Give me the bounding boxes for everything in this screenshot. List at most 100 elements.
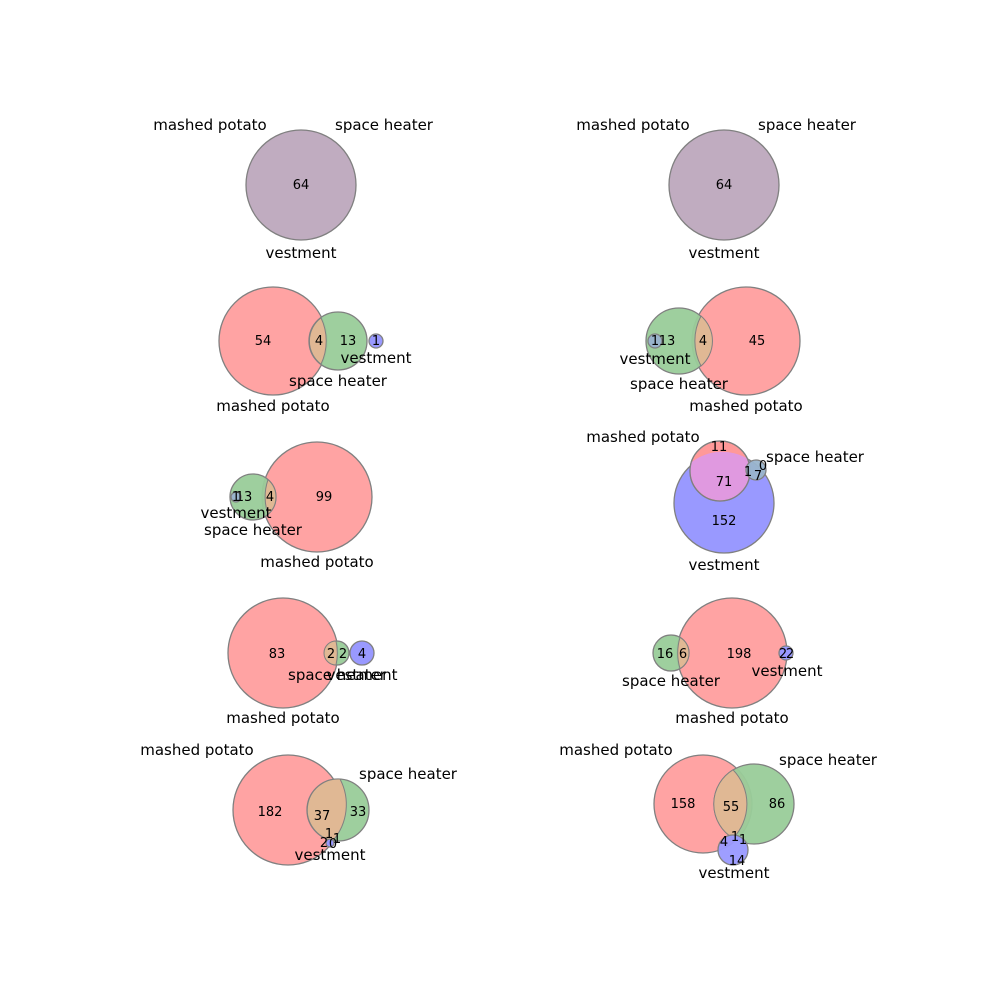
- overlap-mashed-potato-space-heater: [264, 478, 277, 516]
- region-label-v-only: 4: [358, 647, 366, 662]
- set-label-vestment: vestment: [698, 864, 769, 882]
- set-label-vestment: vestment: [688, 556, 759, 574]
- set-label-vestment: vestment: [619, 350, 690, 368]
- set-label-mashed-potato: mashed potato: [586, 428, 699, 446]
- circle-vestment: [717, 834, 749, 866]
- set-label-vestment: vestment: [326, 666, 397, 684]
- region-label-v-only: 2: [786, 647, 794, 662]
- region-label-mp-only: 11: [711, 440, 728, 455]
- region-label-mp-v: 4: [720, 835, 728, 850]
- region-label-mp-sh-v: 1: [744, 465, 752, 480]
- set-label-vestment: vestment: [265, 244, 336, 262]
- set-label-space-heater: space heater: [204, 521, 303, 539]
- venn-diagram-3: 54 4 13 1 vestment space heater mashed p…: [216, 286, 412, 415]
- region-label-mp-v: 2: [320, 836, 328, 851]
- region-label-sh-v: 1: [333, 832, 341, 847]
- region-label-mp-sh: 37: [314, 809, 331, 824]
- set-label-vestment: vestment: [294, 846, 365, 864]
- region-label-v-only: 14: [729, 854, 746, 869]
- set-label-mashed-potato: mashed potato: [576, 116, 689, 134]
- set-label-vestment: vestment: [751, 662, 822, 680]
- region-label-all: 64: [293, 178, 310, 193]
- region-label-mp-only: 83: [269, 647, 286, 662]
- region-label-mp-v: 71: [716, 475, 733, 490]
- set-label-space-heater: space heater: [359, 765, 458, 783]
- region-label-v-only: 0: [329, 837, 337, 852]
- region-label-mp-sh: 2: [327, 647, 335, 662]
- set-label-space-heater: space heater: [758, 116, 857, 134]
- venn-diagram-6: 11 0 1 7 71 152 mashed potato space heat…: [586, 428, 865, 574]
- set-label-vestment: vestment: [200, 504, 271, 522]
- set-label-mashed-potato: mashed potato: [226, 709, 339, 727]
- region-label-mp-sh: 4: [266, 490, 274, 505]
- venn-diagram-5: 1 13 4 99 vestment space heater mashed p…: [200, 441, 374, 571]
- circle-vestment: [778, 645, 794, 661]
- venn-diagram-2: 64 mashed potato space heater vestment: [576, 116, 857, 262]
- set-label-vestment: vestment: [688, 244, 759, 262]
- venn-diagram-10: 158 55 86 4 1 1 14 mashed potato space h…: [559, 741, 878, 882]
- region-label-sh-only: 2: [339, 647, 347, 662]
- overlap-mashed-potato-space-heater: [308, 317, 327, 365]
- set-label-space-heater: space heater: [622, 672, 721, 690]
- region-label-mp-sh: 6: [679, 647, 687, 662]
- set-label-mashed-potato: mashed potato: [153, 116, 266, 134]
- region-label-mp-only: 158: [671, 797, 696, 812]
- venn-diagram-7: 83 2 2 4 space heater vestment mashed po…: [226, 597, 398, 727]
- region-label-v-only: 1: [232, 490, 240, 505]
- overlap-mashed-potato-space-heater: [323, 640, 338, 666]
- circle-combined: [245, 129, 357, 241]
- region-label-mp-sh-v: 1: [325, 827, 333, 842]
- region-label-sh-only: 33: [350, 805, 367, 820]
- set-label-space-heater: space heater: [766, 448, 865, 466]
- set-label-space-heater: space heater: [289, 372, 388, 390]
- region-label-mp-v: 2: [779, 647, 787, 662]
- region-label-v-only: 152: [712, 514, 737, 529]
- region-label-mp-only: 45: [749, 334, 766, 349]
- venn-diagram-9: 182 37 33 1 1 2 0 mashed potato space he…: [140, 741, 458, 866]
- overlap-mashed-potato-space-heater: [677, 636, 690, 670]
- set-label-space-heater: space heater: [630, 375, 729, 393]
- set-label-vestment: vestment: [340, 349, 411, 367]
- set-label-space-heater: space heater: [779, 751, 878, 769]
- region-label-mp-sh: 4: [315, 334, 323, 349]
- region-label-sh-only: 0: [759, 459, 767, 474]
- region-label-sh-only: 13: [340, 334, 357, 349]
- region-label-mp-only: 198: [727, 647, 752, 662]
- circle-vestment: [647, 333, 663, 349]
- region-label-mp-only: 99: [316, 490, 333, 505]
- circle-vestment: [325, 838, 335, 848]
- set-label-mashed-potato: mashed potato: [260, 553, 373, 571]
- set-label-mashed-potato: mashed potato: [216, 397, 329, 415]
- region-label-sh-only: 13: [236, 490, 253, 505]
- region-label-all: 64: [716, 178, 733, 193]
- region-label-mp-sh: 55: [723, 800, 740, 815]
- circle-vestment: [230, 491, 242, 503]
- region-label-v-only: 1: [372, 334, 380, 349]
- overlap-mashed-potato-vestment-fill: [690, 451, 751, 501]
- set-label-mashed-potato: mashed potato: [689, 397, 802, 415]
- set-label-space-heater: space heater: [288, 666, 387, 684]
- circle-vestment: [349, 640, 375, 666]
- region-label-sh-only: 16: [657, 647, 674, 662]
- region-label-v-only: 1: [651, 334, 659, 349]
- set-label-mashed-potato: mashed potato: [140, 741, 253, 759]
- overlap-mashed-potato-space-heater: [306, 778, 347, 842]
- circle-vestment: [368, 333, 384, 349]
- region-label-sh-v: 7: [754, 469, 762, 484]
- circle-space-heater: [745, 459, 767, 481]
- venn-diagram-1: 64 mashed potato space heater vestment: [153, 116, 434, 262]
- region-label-sh-v: 1: [739, 833, 747, 848]
- region-label-mp-only: 182: [258, 805, 283, 820]
- circle-combined: [668, 129, 780, 241]
- region-label-mp-sh: 4: [699, 334, 707, 349]
- set-label-mashed-potato: mashed potato: [559, 741, 672, 759]
- venn-diagram-4: 1 13 4 45 vestment space heater mashed p…: [619, 286, 803, 415]
- overlap-mashed-potato-space-heater: [694, 315, 713, 367]
- region-label-sh-only: 86: [769, 797, 786, 812]
- set-label-space-heater: space heater: [335, 116, 434, 134]
- region-label-sh-only: 13: [659, 334, 676, 349]
- region-label-mp-only: 54: [255, 334, 272, 349]
- region-label-mp-sh-v: 1: [731, 830, 739, 845]
